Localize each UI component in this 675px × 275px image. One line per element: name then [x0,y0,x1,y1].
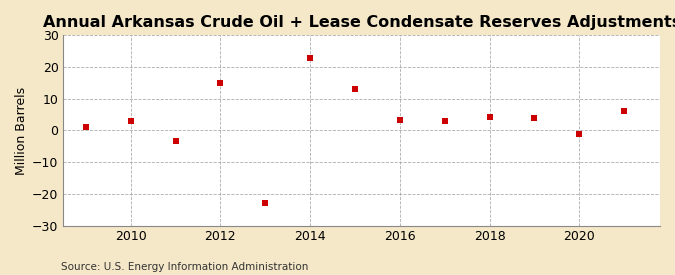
Point [529,116,540,120]
Point [350,87,360,92]
Y-axis label: Million Barrels: Million Barrels [15,86,28,175]
Point [574,132,585,136]
Point [484,115,495,119]
Point [394,118,405,123]
Point [80,125,91,129]
Title: Annual Arkansas Crude Oil + Lease Condensate Reserves Adjustments: Annual Arkansas Crude Oil + Lease Conden… [43,15,675,30]
Point [215,81,226,85]
Point [260,201,271,206]
Point [619,109,630,113]
Point [304,55,315,60]
Point [439,119,450,123]
Point [170,138,181,143]
Text: Source: U.S. Energy Information Administration: Source: U.S. Energy Information Administ… [61,262,308,272]
Point [126,119,136,123]
